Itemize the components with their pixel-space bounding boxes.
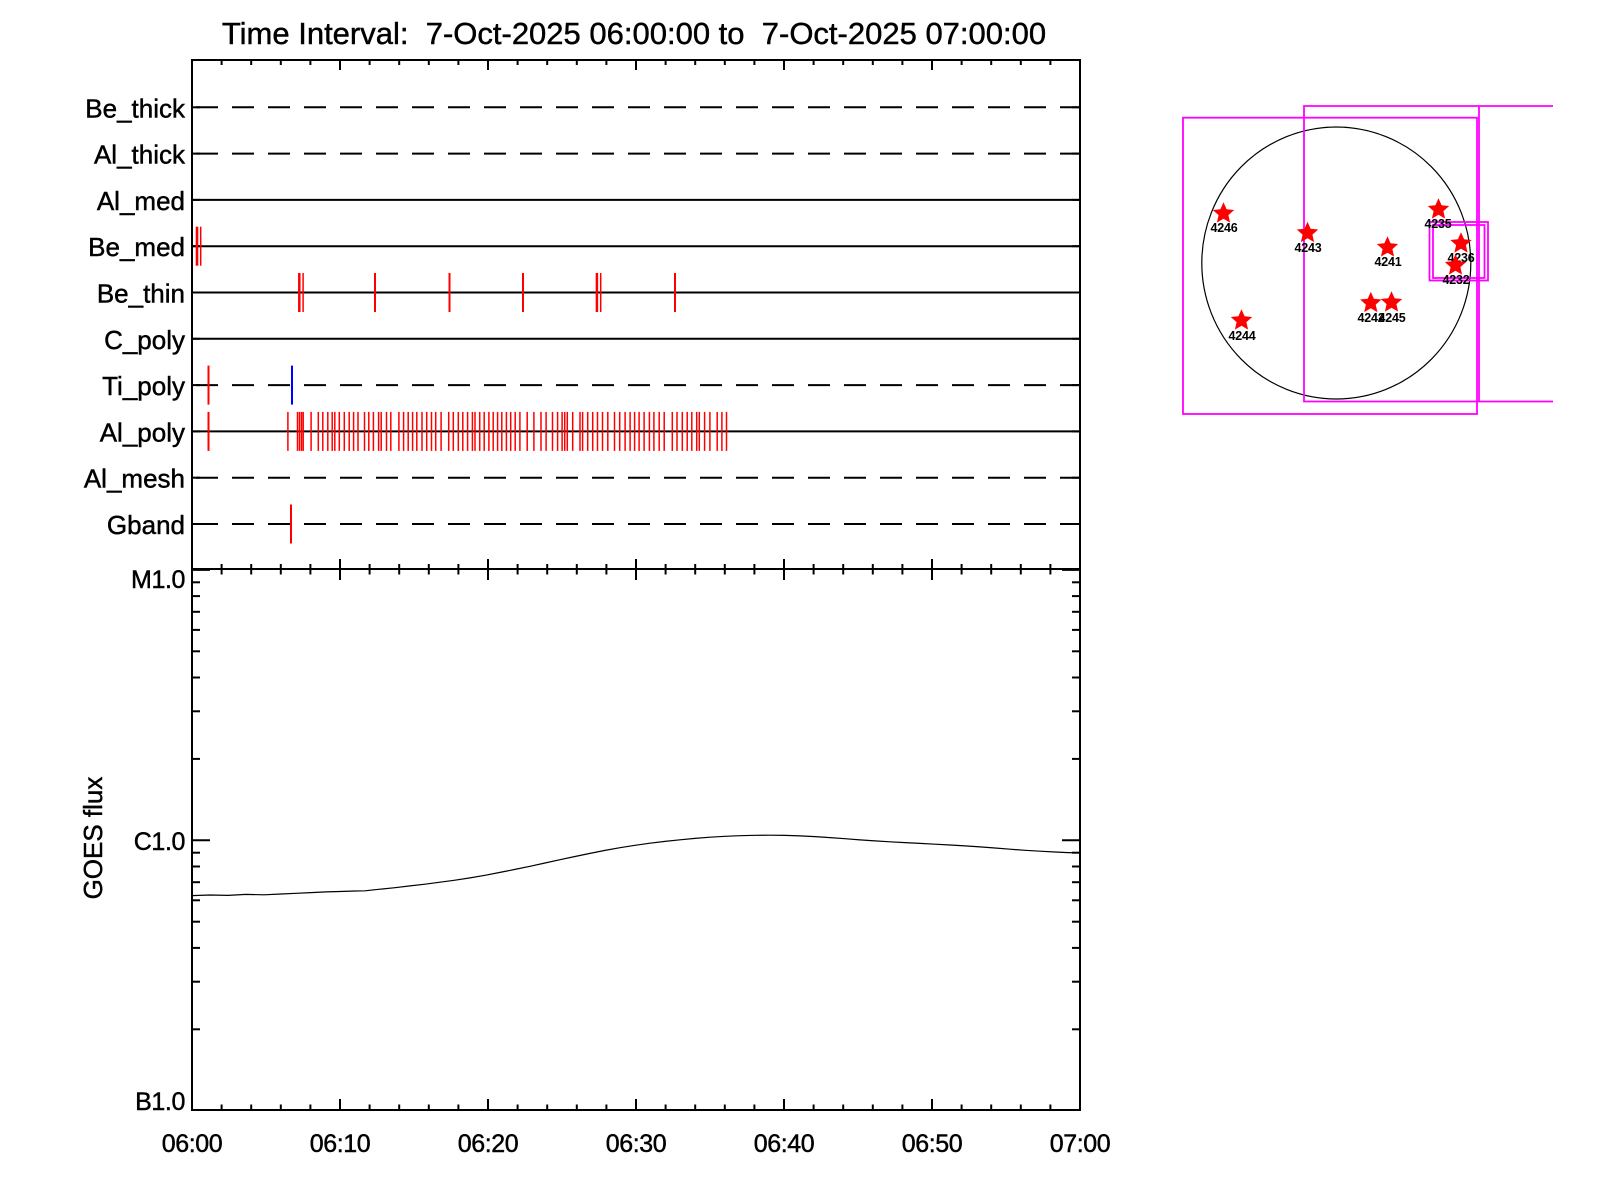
svg-text:Al_poly: Al_poly bbox=[100, 417, 185, 447]
svg-text:Al_med: Al_med bbox=[97, 186, 185, 216]
svg-text:Be_thick: Be_thick bbox=[85, 93, 186, 123]
svg-text:06:20: 06:20 bbox=[458, 1130, 519, 1158]
svg-text:06:50: 06:50 bbox=[902, 1130, 963, 1158]
svg-text:06:40: 06:40 bbox=[754, 1130, 815, 1158]
svg-text:4241: 4241 bbox=[1374, 255, 1401, 269]
svg-text:GOES flux: GOES flux bbox=[78, 777, 108, 900]
svg-text:4246: 4246 bbox=[1210, 221, 1237, 235]
svg-text:06:00: 06:00 bbox=[162, 1130, 223, 1158]
svg-text:4242: 4242 bbox=[1357, 311, 1384, 325]
svg-text:B1.0: B1.0 bbox=[135, 1088, 185, 1116]
svg-text:4244: 4244 bbox=[1228, 329, 1255, 343]
svg-text:Al_mesh: Al_mesh bbox=[84, 464, 185, 494]
svg-text:06:10: 06:10 bbox=[310, 1130, 371, 1158]
svg-text:4245: 4245 bbox=[1378, 311, 1405, 325]
svg-text:M1.0: M1.0 bbox=[131, 566, 185, 594]
svg-text:4243: 4243 bbox=[1294, 241, 1321, 255]
svg-text:4235: 4235 bbox=[1424, 217, 1451, 231]
svg-text:Be_med: Be_med bbox=[88, 232, 185, 262]
svg-text:C_poly: C_poly bbox=[104, 325, 185, 355]
svg-text:C1.0: C1.0 bbox=[134, 828, 185, 856]
svg-text:Al_thick: Al_thick bbox=[94, 140, 186, 170]
svg-text:Ti_poly: Ti_poly bbox=[102, 371, 185, 401]
svg-text:4232: 4232 bbox=[1442, 273, 1469, 287]
svg-text:07:00: 07:00 bbox=[1050, 1130, 1111, 1158]
svg-text:Gband: Gband bbox=[107, 510, 185, 540]
svg-text:Time Interval: 7-Oct-2025 06:: Time Interval: 7-Oct-2025 06:00:00 to 7-… bbox=[222, 16, 1046, 51]
svg-text:06:30: 06:30 bbox=[606, 1130, 667, 1158]
svg-text:Be_thin: Be_thin bbox=[97, 279, 185, 309]
